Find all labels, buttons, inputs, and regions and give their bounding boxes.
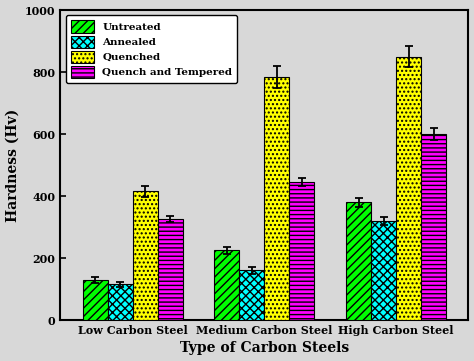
- Legend: Untreated, Annealed, Quenched, Quench and Tempered: Untreated, Annealed, Quenched, Quench an…: [66, 15, 237, 83]
- Bar: [421, 134, 446, 320]
- Bar: [158, 219, 183, 320]
- Y-axis label: Hardness (Hv): Hardness (Hv): [6, 108, 19, 222]
- Bar: [133, 191, 158, 320]
- X-axis label: Type of Carbon Steels: Type of Carbon Steels: [180, 342, 349, 356]
- Bar: [239, 270, 264, 320]
- Bar: [83, 280, 108, 320]
- Bar: [214, 250, 239, 320]
- Bar: [396, 57, 421, 320]
- Bar: [290, 182, 314, 320]
- Bar: [108, 284, 133, 320]
- Bar: [346, 202, 371, 320]
- Bar: [264, 77, 290, 320]
- Bar: [371, 221, 396, 320]
